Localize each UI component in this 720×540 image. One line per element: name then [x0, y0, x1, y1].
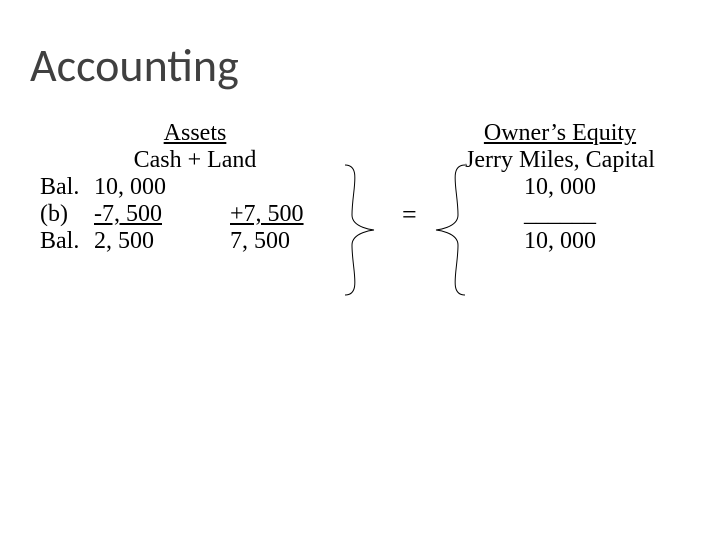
equity-header: Owner’s Equity	[440, 120, 680, 147]
equity-subheader: Jerry Miles, Capital	[440, 147, 680, 174]
slide: Accounting Assets Cash + Land Bal. 10, 0…	[0, 0, 720, 540]
equity-value: 10, 000	[440, 174, 680, 201]
assets-header: Assets	[40, 120, 350, 147]
assets-row: (b) -7, 500 +7, 500	[40, 201, 350, 228]
cash-value: 10, 000	[94, 174, 184, 201]
land-value: 7, 500	[230, 228, 320, 255]
assets-subheader: Cash + Land	[40, 147, 350, 174]
assets-column: Assets Cash + Land Bal. 10, 000 (b) -7, …	[40, 120, 350, 255]
equity-blank-line: ______	[440, 201, 680, 228]
equity-column: Owner’s Equity Jerry Miles, Capital 10, …	[440, 120, 680, 255]
land-value: +7, 500	[230, 201, 320, 228]
cash-value: -7, 500	[94, 201, 184, 228]
row-label: Bal.	[40, 228, 88, 255]
slide-title: Accounting	[30, 38, 239, 94]
row-label: Bal.	[40, 174, 88, 201]
row-label: (b)	[40, 201, 88, 228]
assets-row: Bal. 2, 500 7, 500	[40, 228, 350, 255]
equals-sign: =	[402, 200, 417, 230]
assets-row: Bal. 10, 000	[40, 174, 350, 201]
cash-value: 2, 500	[94, 228, 184, 255]
equity-value: 10, 000	[440, 228, 680, 255]
